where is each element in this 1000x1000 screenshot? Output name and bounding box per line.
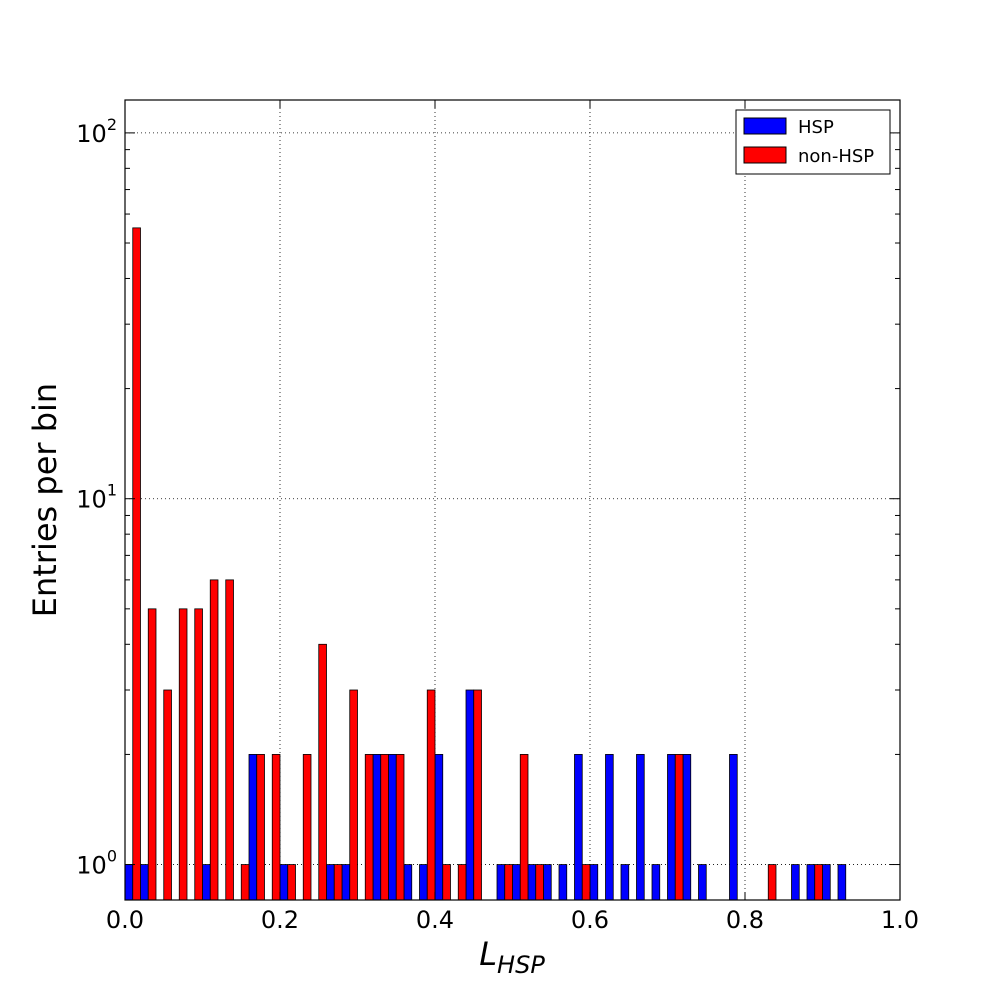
y-axis-label: Entries per bin	[26, 383, 64, 617]
y-tick-label: 100	[76, 847, 117, 880]
legend-label-hsp: HSP	[798, 117, 834, 138]
x-axis-label: LHSP	[479, 935, 545, 979]
bar-hsp	[419, 864, 428, 901]
bar-non-hsp	[225, 579, 234, 901]
bar-hsp	[698, 864, 707, 901]
bar-non-hsp	[457, 864, 467, 901]
bar-non-hsp	[473, 689, 482, 901]
bar-hsp	[388, 754, 397, 901]
legend: HSP non-HSP	[735, 109, 891, 175]
bar-hsp	[372, 754, 382, 901]
bar-hsp	[202, 864, 211, 901]
bar-non-hsp	[271, 754, 281, 901]
y-tick-label: 101	[76, 481, 117, 514]
bar-non-hsp	[442, 864, 451, 901]
bar-hsp	[574, 754, 583, 901]
bar-non-hsp	[178, 608, 188, 901]
x-tick-label: 0.4	[416, 906, 454, 934]
bar-hsp	[341, 864, 351, 901]
bar-hsp	[729, 754, 738, 901]
bar-non-hsp	[535, 864, 544, 901]
x-axis-label-subscript: HSP	[497, 951, 545, 979]
bar-hsp	[589, 864, 599, 901]
bar-non-hsp	[504, 864, 513, 901]
bar-hsp	[434, 754, 444, 901]
bar-hsp	[837, 864, 847, 901]
bar-hsp	[558, 864, 568, 901]
bar-hsp	[651, 864, 661, 901]
y-tick-label: 102	[76, 115, 117, 148]
ticks-layer: 0.0 0.2 0.4 0.6 0.8 1.0 100 101 102	[76, 100, 919, 934]
labels-layer: LHSP Entries per bin	[26, 383, 545, 979]
bar-non-hsp	[767, 864, 777, 901]
legend-swatch-hsp	[743, 117, 787, 135]
plot-frame	[124, 99, 901, 901]
legend-swatch-non-hsp	[743, 146, 787, 164]
bar-hsp	[512, 864, 521, 901]
bar-non-hsp	[814, 864, 823, 901]
bar-non-hsp	[581, 864, 591, 901]
bar-hsp	[140, 864, 149, 901]
bar-non-hsp	[349, 689, 358, 901]
legend-label-non-hsp: non-HSP	[798, 146, 874, 167]
bar-non-hsp	[333, 864, 343, 901]
bar-non-hsp	[426, 689, 436, 901]
bar-hsp	[248, 754, 258, 901]
bar-hsp	[543, 864, 552, 901]
bar-hsp	[124, 864, 134, 901]
bar-non-hsp	[194, 608, 203, 901]
bar-hsp	[791, 864, 800, 901]
bar-hsp	[496, 864, 506, 901]
grid-layer	[125, 100, 900, 900]
bar-non-hsp	[674, 754, 684, 901]
bar-hsp	[279, 864, 289, 901]
x-tick-label: 0.0	[106, 906, 144, 934]
bar-hsp	[620, 864, 630, 901]
x-axis-label-main: L	[479, 935, 497, 973]
bar-non-hsp	[318, 643, 327, 901]
x-tick-label: 0.6	[571, 906, 609, 934]
bar-hsp	[822, 864, 831, 901]
bar-non-hsp	[380, 754, 389, 901]
bar-non-hsp	[302, 754, 312, 901]
bar-non-hsp	[256, 754, 265, 901]
bar-hsp	[682, 754, 692, 901]
bar-hsp	[636, 754, 645, 901]
bar-non-hsp	[132, 227, 141, 901]
bar-non-hsp	[209, 579, 219, 901]
x-tick-label: 0.2	[261, 906, 299, 934]
bar-non-hsp	[519, 754, 529, 901]
bar-non-hsp	[364, 754, 374, 901]
bars-layer	[124, 227, 847, 901]
bar-hsp	[326, 864, 335, 901]
bar-non-hsp	[147, 608, 157, 901]
bar-hsp	[403, 864, 413, 901]
bar-hsp	[605, 754, 614, 901]
bar-non-hsp	[395, 754, 405, 901]
bar-hsp	[667, 754, 676, 901]
bar-non-hsp	[240, 864, 250, 901]
bar-hsp	[465, 689, 475, 901]
x-tick-label: 0.8	[726, 906, 764, 934]
bar-non-hsp	[163, 689, 172, 901]
bar-hsp	[527, 864, 537, 901]
bar-hsp	[806, 864, 816, 901]
x-tick-label: 1.0	[881, 906, 919, 934]
bar-non-hsp	[287, 864, 296, 901]
